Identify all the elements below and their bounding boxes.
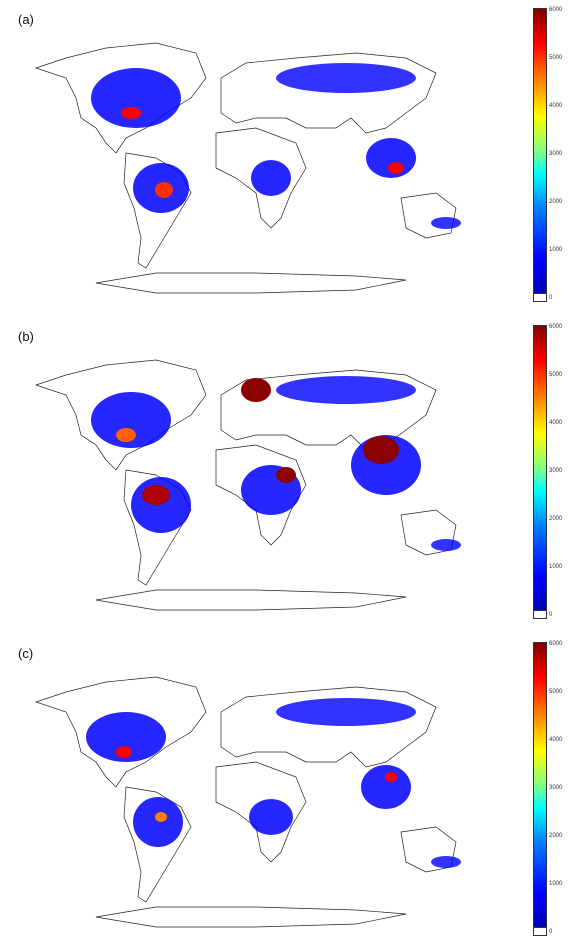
coastlines (34, 676, 457, 928)
colorbar (533, 8, 547, 302)
world-map (34, 359, 461, 611)
colorbar-tick: 6000 (549, 7, 563, 13)
colorbar-tick: 3000 (549, 151, 563, 157)
colorbar-gradient (534, 326, 546, 610)
colorbar (533, 642, 547, 936)
region-sa (131, 477, 191, 533)
region-na-hot (121, 107, 141, 119)
colorbar-tick: 1000 (549, 564, 563, 570)
region-au (431, 539, 461, 551)
world-map (34, 676, 461, 928)
region-af (251, 160, 291, 196)
colorbar-tick: 5000 (549, 372, 563, 378)
colorbar-tick: 4000 (549, 737, 563, 743)
colorbar-tick: 4000 (549, 103, 563, 109)
region-af (249, 799, 293, 835)
colorbar (533, 325, 547, 619)
colorbar-tick: 6000 (549, 324, 563, 330)
colorbar-tick: 5000 (549, 55, 563, 61)
colorbar-zero (534, 293, 546, 301)
region-asia-hot (363, 436, 399, 464)
region-af-hot (276, 467, 296, 483)
region-na-hot (116, 746, 132, 758)
panel-label: (c) (18, 646, 34, 661)
region-sa (133, 797, 183, 847)
colorbar-tick: 3000 (549, 785, 563, 791)
colorbar-tick: 1000 (549, 881, 563, 887)
panel-a: (a) 6000 5000 4000 3000 2000 1000 0 (0, 0, 575, 317)
region-na (86, 712, 166, 762)
region-na-hot (116, 428, 136, 442)
colorbar-tick: 3000 (549, 468, 563, 474)
region-asia-hot (388, 162, 404, 174)
region-au (431, 856, 461, 868)
region-sa-hot (142, 485, 170, 505)
colorbar-tick: 4000 (549, 420, 563, 426)
world-map (34, 42, 461, 294)
colorbar-gradient (534, 9, 546, 293)
region-au (431, 217, 461, 229)
density-overlay (91, 63, 461, 229)
region-sa-hot (155, 812, 167, 822)
panel-b: (b) 6000 5000 4000 3000 2000 (0, 317, 575, 634)
region-sa-hot (155, 182, 173, 198)
region-asia (361, 765, 411, 809)
colorbar-tick: 1000 (549, 247, 563, 253)
colorbar-tick: 6000 (549, 641, 563, 647)
region-eu (276, 63, 416, 93)
panel-label: (a) (18, 12, 34, 27)
colorbar-gradient (534, 643, 546, 927)
region-na (91, 392, 171, 448)
colorbar-tick: 5000 (549, 689, 563, 695)
panel-label: (b) (18, 329, 34, 344)
region-asia-hot (385, 772, 397, 782)
region-eu (276, 376, 416, 404)
region-eu (276, 698, 416, 726)
colorbar-tick: 2000 (549, 516, 563, 522)
colorbar-tick: 0 (549, 929, 553, 935)
density-overlay (91, 376, 461, 551)
region-eu-hot (241, 378, 271, 402)
region-na (91, 68, 181, 128)
colorbar-zero (534, 610, 546, 618)
coastlines (34, 42, 457, 294)
colorbar-zero (534, 927, 546, 935)
colorbar-tick: 0 (549, 612, 553, 618)
panel-c: (c) 6000 5000 4000 3000 2000 1000 0 (0, 634, 575, 951)
colorbar-tick: 0 (549, 295, 553, 301)
colorbar-tick: 2000 (549, 199, 563, 205)
colorbar-tick: 2000 (549, 833, 563, 839)
density-overlay (86, 698, 461, 868)
